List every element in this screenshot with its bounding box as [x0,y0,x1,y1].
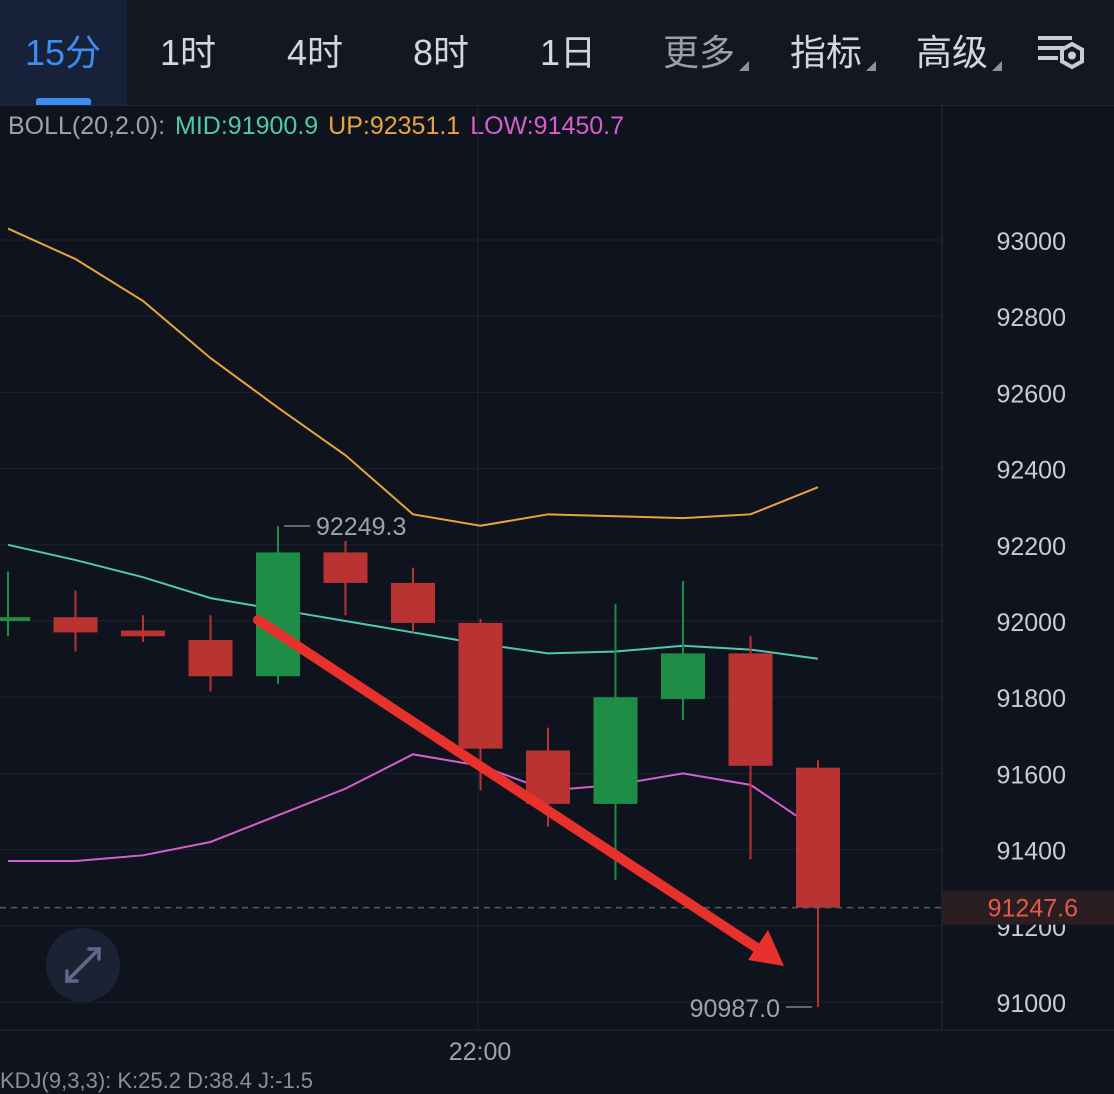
current-price-tag: 91247.6 [988,895,1078,923]
tab-1d[interactable]: 1日 [528,30,608,76]
tab-label: 15分 [24,32,102,73]
y-tick-label: 92200 [996,533,1066,561]
tab-label: 1时 [159,32,217,73]
dropdown-triangle-icon [992,61,1002,71]
y-tick-label: 91800 [996,685,1066,713]
dropdown-triangle-icon [866,61,876,71]
candle-down [53,617,98,633]
tab-1h[interactable]: 1时 [148,30,228,76]
kdj-indicator-legend: KDJ(9,3,3): K:25.2 D:38.4 J:-1.5 [0,1068,314,1093]
dropdown-triangle-icon [739,61,749,71]
y-tick-label: 92800 [996,304,1066,332]
candle-down [323,552,368,583]
candle-down [188,640,233,677]
candle-down [728,653,773,766]
y-tick-label: 91000 [996,990,1066,1018]
candle-down [121,630,165,637]
candle-up [256,552,300,677]
trend-arrow-head [748,930,784,966]
y-tick-label: 92400 [996,457,1066,485]
expand-arrows-icon [65,947,101,983]
boll-up-value: UP:92351.1 [328,112,461,140]
boll-upper-line [7,227,819,527]
candle-up [0,617,30,621]
y-tick-label: 92600 [996,380,1066,408]
y-tick-label: 92000 [996,609,1066,637]
y-tick-label: 93000 [996,228,1066,256]
current-price-tag-bg [942,890,1114,925]
active-tab-underline [36,98,91,105]
tab-more[interactable]: 更多 [656,30,756,76]
tab-8h[interactable]: 8时 [401,30,481,76]
tab-label: 更多 [662,32,735,73]
active-tab-highlight [0,0,127,105]
candle-down [526,750,570,804]
candlestick-chart[interactable]: 9100091200914009160091800920009220092400… [0,105,1114,1065]
boll-low-value: LOW:91450.7 [470,112,625,140]
chart-settings-icon[interactable] [1034,30,1090,76]
tab-15min[interactable]: 15分 [18,30,108,76]
candle-down [391,582,435,623]
low-price-label: 90987.0 [690,995,780,1023]
tab-label: 高级 [915,32,988,73]
candle-down [796,767,840,908]
tab-advanced[interactable]: 高级 [909,30,1009,76]
boll-name: BOLL(20,2.0): [8,112,166,140]
candle-up [593,697,638,804]
trend-arrow-shaft [253,615,771,959]
boll-indicator-legend: BOLL(20,2.0): MID:91900.9 UP:92351.1 LOW:91… [8,112,634,141]
y-tick-label: 91600 [996,761,1066,789]
boll-mid-value: MID:91900.9 [175,112,319,140]
tab-label: 4时 [286,32,344,73]
tab-label: 指标 [789,32,862,73]
tab-label: 8时 [412,32,470,73]
x-tick-label: 22:00 [449,1038,512,1065]
candle-up [661,653,705,700]
tab-indicators[interactable]: 指标 [783,30,883,76]
period-toolbar: 15分 1时 4时 8时 1日 更多 指标 高级 [0,0,1114,106]
boll-lower-line [8,753,819,863]
fullscreen-button[interactable] [46,928,120,1002]
high-price-label: 92249.3 [316,513,406,541]
tab-4h[interactable]: 4时 [275,30,355,76]
y-tick-label: 91400 [996,838,1066,866]
tab-label: 1日 [539,32,597,73]
candle-down [458,622,503,749]
